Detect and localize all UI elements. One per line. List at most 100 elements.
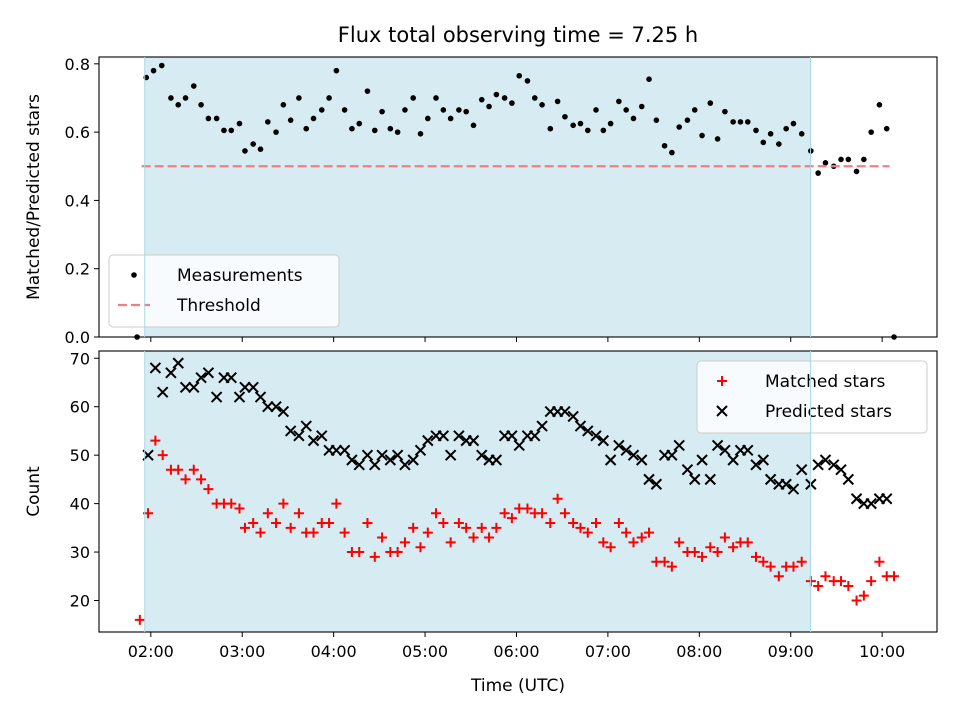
measurement-point — [379, 108, 385, 115]
matched-star-point — [552, 493, 563, 504]
measurement-point — [661, 142, 668, 149]
x-tick-label: 08:00 — [676, 642, 722, 661]
y-tick-label: 40 — [70, 495, 90, 514]
y-tick-label: 60 — [70, 398, 90, 417]
matched-star-point — [613, 517, 624, 528]
matched-star-point — [728, 542, 739, 553]
count-panel-marks — [134, 357, 900, 625]
predicted-star-point — [529, 430, 541, 442]
predicted-star-point — [399, 459, 411, 471]
measurement-point — [470, 122, 477, 129]
measurement-point — [257, 146, 264, 152]
measurement-point — [760, 139, 767, 146]
matched-star-point — [851, 595, 862, 606]
measurement-point — [221, 127, 227, 134]
matched-star-point — [598, 537, 609, 548]
y-tick-label: 0.8 — [65, 55, 90, 74]
predicted-star-point — [165, 367, 177, 379]
x-tick-label: 04:00 — [311, 642, 357, 661]
measurement-point — [509, 100, 515, 106]
x-tick-label: 06:00 — [493, 642, 539, 661]
y-axis-label-count: Count — [24, 466, 44, 517]
predicted-star-point — [407, 454, 419, 466]
predicted-star-point — [559, 405, 571, 418]
y-tick-label: 0.6 — [65, 123, 90, 142]
count-panel-frame — [98, 350, 938, 633]
measurement-point — [562, 113, 568, 120]
legend-box — [108, 254, 340, 328]
predicted-star-point — [819, 454, 832, 466]
predicted-star-point — [842, 473, 855, 486]
predicted-star-point — [681, 463, 694, 476]
matched-star-point — [659, 556, 670, 567]
matched-star-point — [248, 517, 259, 528]
predicted-star-point — [597, 434, 610, 447]
matched-star-point — [476, 522, 487, 533]
predicted-star-point — [620, 444, 632, 457]
legend-box — [696, 360, 928, 434]
matched-star-point — [255, 527, 266, 538]
matched-star-point — [392, 547, 403, 558]
matched-star-point — [858, 590, 869, 601]
measurement-point — [554, 98, 561, 105]
measurement-point — [638, 103, 645, 110]
predicted-star-point — [764, 473, 777, 486]
count-panel: 20 30 40 50 60 70 Count Matched stars Predicte… — [24, 349, 938, 637]
measurement-point — [853, 168, 860, 175]
matched-star-point — [445, 537, 456, 548]
matched-star-point — [719, 532, 730, 543]
measurement-point — [349, 125, 355, 132]
measurement-point — [341, 107, 348, 113]
predicted-star-point — [149, 362, 162, 374]
y-tick-label: 50 — [70, 446, 90, 465]
matched-star-point — [820, 571, 831, 582]
predicted-star-point — [835, 463, 847, 476]
matched-star-point — [742, 537, 753, 548]
measurement-point — [883, 125, 890, 132]
x-tick-label: 05:00 — [402, 642, 448, 661]
legend-ratio: Measurements Threshold — [108, 254, 340, 328]
measurement-point — [364, 88, 371, 94]
predicted-star-point — [536, 420, 548, 432]
predicted-star-point — [376, 449, 388, 461]
measurement-point — [876, 102, 883, 108]
predicted-star-point — [704, 473, 716, 486]
measurement-point — [273, 129, 279, 135]
predicted-star-point — [582, 425, 594, 437]
measurement-point — [669, 149, 675, 156]
matched-star-point — [843, 580, 854, 591]
predicted-star-point — [673, 439, 685, 452]
predicted-star-point — [270, 401, 282, 413]
measurement-point — [433, 95, 439, 101]
measurement-point — [600, 127, 607, 134]
matched-star-point — [354, 547, 365, 558]
matched-star-point — [666, 561, 677, 572]
predicted-star-point — [787, 483, 800, 495]
predicted-star-point — [338, 444, 351, 457]
predicted-star-point — [247, 381, 259, 394]
matched-star-point — [180, 474, 191, 485]
matched-star-point — [453, 517, 464, 528]
measurement-point — [722, 108, 728, 115]
matched-star-point — [157, 450, 168, 461]
predicted-star-point — [277, 405, 290, 418]
matched-star-point — [644, 527, 655, 538]
matched-star-point — [234, 503, 245, 514]
predicted-star-point — [391, 449, 404, 461]
measurement-point — [410, 95, 416, 101]
predicted-star-point — [262, 401, 274, 413]
measurement-point — [265, 119, 271, 125]
matched-star-point — [813, 580, 824, 591]
predicted-star-point — [711, 439, 724, 452]
ratio-panel-ticks: 0.0 0.2 0.4 0.6 0.8 — [65, 55, 883, 347]
predicted-star-point — [422, 434, 434, 447]
predicted-star-point — [490, 454, 503, 466]
matched-star-point — [324, 517, 335, 528]
legend-marker-plus — [717, 376, 727, 386]
matched-star-point — [889, 571, 900, 582]
predicted-star-point — [188, 381, 200, 394]
ratio-panel-marks — [134, 62, 897, 340]
matched-star-point — [568, 517, 579, 528]
measurement-point — [478, 96, 485, 103]
y-tick-label: 20 — [70, 592, 90, 611]
